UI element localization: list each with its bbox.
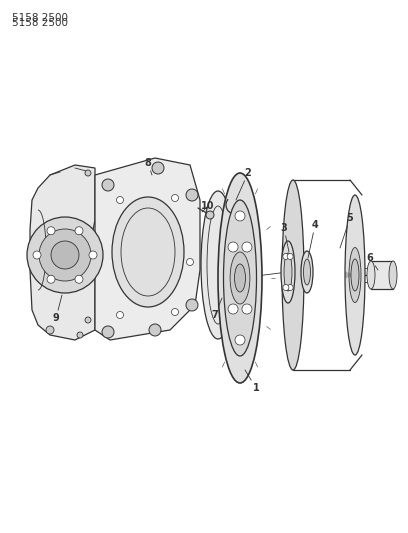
Circle shape: [283, 285, 289, 290]
Circle shape: [235, 211, 245, 221]
Circle shape: [75, 275, 83, 283]
Text: 5: 5: [340, 213, 353, 248]
Polygon shape: [95, 158, 200, 340]
Circle shape: [51, 241, 79, 269]
Circle shape: [206, 211, 214, 219]
Circle shape: [89, 251, 97, 259]
Text: 6: 6: [367, 253, 378, 270]
Text: 10: 10: [201, 201, 215, 212]
Circle shape: [149, 324, 161, 336]
Ellipse shape: [224, 200, 257, 356]
Circle shape: [46, 326, 54, 334]
Text: 8: 8: [144, 158, 152, 175]
Circle shape: [47, 227, 55, 235]
Text: 3: 3: [281, 223, 289, 252]
Circle shape: [235, 335, 245, 345]
Circle shape: [33, 251, 41, 259]
Circle shape: [102, 326, 114, 338]
Ellipse shape: [218, 173, 262, 383]
Ellipse shape: [282, 180, 304, 370]
Ellipse shape: [281, 241, 295, 303]
Ellipse shape: [112, 197, 184, 307]
Ellipse shape: [367, 261, 375, 289]
Circle shape: [117, 197, 124, 204]
Circle shape: [85, 317, 91, 323]
Ellipse shape: [235, 264, 246, 292]
Circle shape: [152, 162, 164, 174]
Text: 7: 7: [212, 298, 222, 320]
Circle shape: [283, 254, 289, 260]
Circle shape: [47, 275, 55, 283]
Circle shape: [287, 285, 293, 290]
Circle shape: [102, 179, 114, 191]
Circle shape: [171, 195, 179, 201]
Bar: [371, 261, 393, 289]
Circle shape: [242, 242, 252, 252]
Circle shape: [287, 254, 293, 260]
Text: 5158 2500: 5158 2500: [12, 13, 68, 23]
Circle shape: [186, 259, 193, 265]
Circle shape: [27, 217, 103, 293]
Circle shape: [117, 311, 124, 319]
Text: 2: 2: [236, 168, 251, 200]
Text: 4: 4: [308, 220, 318, 258]
Circle shape: [186, 299, 198, 311]
Ellipse shape: [304, 259, 310, 285]
Text: 1: 1: [245, 370, 259, 393]
Circle shape: [228, 242, 238, 252]
Circle shape: [77, 332, 83, 338]
Circle shape: [228, 304, 238, 314]
Circle shape: [242, 304, 252, 314]
Ellipse shape: [284, 253, 292, 291]
Ellipse shape: [389, 261, 397, 289]
Circle shape: [39, 229, 91, 281]
Circle shape: [186, 189, 198, 201]
Ellipse shape: [230, 252, 250, 304]
Ellipse shape: [349, 247, 361, 303]
Polygon shape: [30, 165, 95, 340]
Text: 9: 9: [53, 295, 62, 323]
Ellipse shape: [201, 191, 235, 339]
Ellipse shape: [301, 251, 313, 293]
Text: 5158 2500: 5158 2500: [12, 18, 68, 28]
Ellipse shape: [345, 195, 365, 355]
Circle shape: [85, 170, 91, 176]
Circle shape: [75, 227, 83, 235]
Ellipse shape: [351, 259, 359, 291]
Circle shape: [171, 309, 179, 316]
